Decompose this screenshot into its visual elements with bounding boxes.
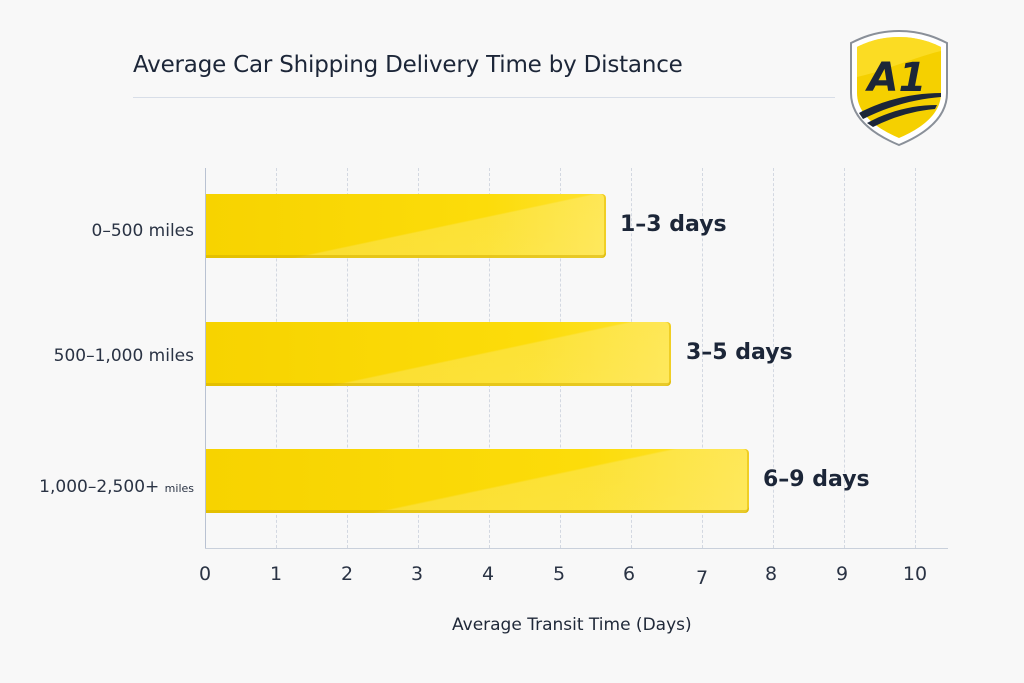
x-axis-title: Average Transit Time (Days) [452, 615, 692, 635]
category-label-0-500: 0–500 miles [91, 221, 195, 241]
bar-value-label-0-500: 1–3 days [620, 212, 727, 237]
x-tick-0: 0 [198, 563, 212, 585]
gridline-9 [844, 168, 845, 548]
gridline-10 [915, 168, 916, 548]
shield-logo-icon: A1 [850, 29, 948, 147]
x-tick-10: 10 [902, 563, 928, 585]
x-axis-line [205, 548, 948, 549]
y-axis-line [205, 168, 206, 549]
x-tick-6: 6 [622, 563, 636, 585]
title-divider [133, 97, 835, 98]
bar-1000-2500-miles [206, 449, 749, 513]
gridline-8 [773, 168, 774, 548]
category-label-500-1000: 500–1,000 miles [53, 346, 194, 366]
svg-text:A1: A1 [865, 55, 927, 101]
bar-value-label-500-1000: 3–5 days [686, 340, 793, 365]
x-tick-9: 9 [835, 563, 849, 585]
bar-value-label-1000-2500: 6–9 days [763, 467, 870, 492]
bar-0-500-miles [206, 194, 606, 258]
category-label-main: 1,000–2,500+ [39, 477, 160, 497]
x-tick-8: 8 [764, 563, 778, 585]
x-tick-2: 2 [340, 563, 354, 585]
chart-title: Average Car Shipping Delivery Time by Di… [133, 52, 683, 78]
category-label-suffix: miles [164, 482, 194, 495]
x-tick-1: 1 [269, 563, 283, 585]
x-tick-5: 5 [552, 563, 566, 585]
bar-500-1000-miles [206, 322, 671, 386]
gridline-7 [702, 168, 703, 548]
category-label-1000-2500: 1,000–2,500+ miles [39, 477, 194, 497]
x-tick-3: 3 [410, 563, 424, 585]
x-tick-7: 7 [695, 567, 709, 589]
x-tick-4: 4 [481, 563, 495, 585]
